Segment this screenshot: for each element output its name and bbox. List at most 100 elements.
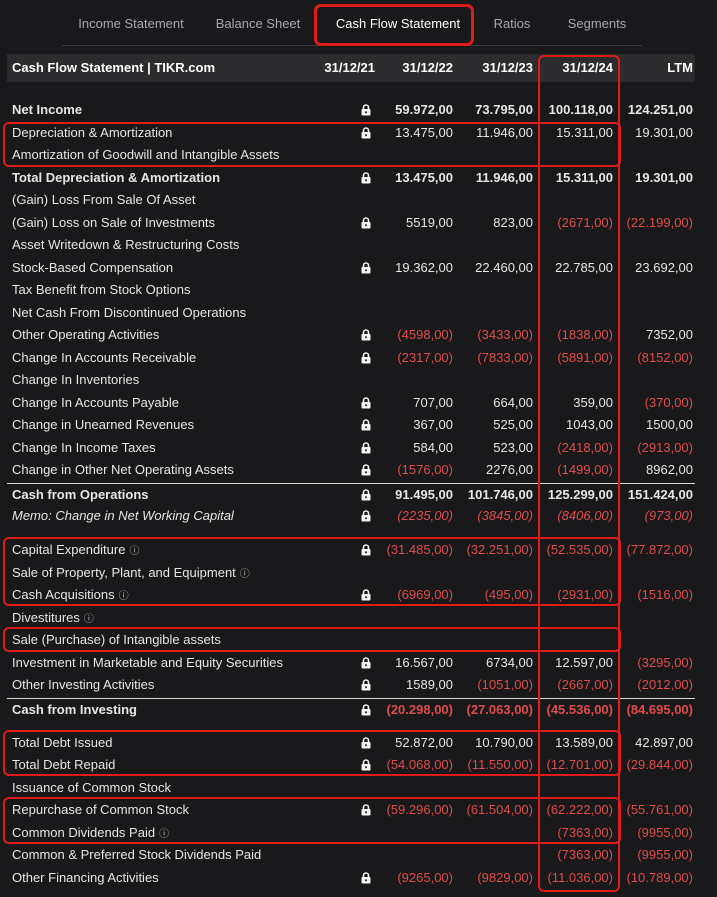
lock-icon[interactable] — [359, 122, 373, 144]
cell-2024 — [541, 189, 613, 211]
cell-2023: 823,00 — [493, 215, 533, 230]
lock-icon[interactable] — [359, 437, 373, 459]
table-row[interactable]: Change In Accounts Payable 707,00 664,00 35… — [7, 392, 695, 414]
table-row[interactable]: Cash Acquisitions ⓘ (6969,00) (495,00) (2931… — [7, 584, 695, 606]
cell-2023: (7833,00) — [477, 350, 533, 365]
row-label: Sale of Property, Plant, and Equipment ⓘ — [12, 562, 250, 584]
table-row[interactable]: Total Depreciation & Amortization 13.475,… — [7, 167, 695, 189]
row-label: Capital Expenditure ⓘ — [12, 539, 139, 561]
lock-icon[interactable] — [359, 99, 373, 121]
lock-icon[interactable] — [359, 867, 373, 889]
lock-icon[interactable] — [359, 414, 373, 436]
table-row[interactable]: Change In Income Taxes 584,00 523,00 (2418,… — [7, 437, 695, 459]
lock-icon[interactable] — [359, 799, 373, 821]
row-label: Change In Inventories — [12, 369, 139, 391]
row-label: Change In Accounts Payable — [12, 392, 179, 414]
lock-icon[interactable] — [359, 699, 373, 721]
column-header-2024[interactable]: 31/12/24 — [562, 60, 613, 75]
tab-balance-sheet[interactable]: Balance Sheet — [215, 16, 301, 31]
lock-icon[interactable] — [359, 652, 373, 674]
tab-segments[interactable]: Segments — [567, 16, 627, 31]
cell-2023: 101.746,00 — [467, 487, 533, 502]
table-row[interactable]: Depreciation & Amortization 13.475,00 11.9… — [7, 122, 695, 144]
info-icon[interactable]: ⓘ — [129, 546, 140, 557]
table-row[interactable]: Investment in Marketable and Equity Secu… — [7, 652, 695, 674]
column-header-2022[interactable]: 31/12/22 — [402, 60, 453, 75]
info-icon[interactable]: ⓘ — [118, 591, 129, 602]
lock-icon[interactable] — [359, 459, 373, 481]
column-header-2023[interactable]: 31/12/23 — [482, 60, 533, 75]
cell-2023: 664,00 — [493, 395, 533, 410]
row-label: Cash from Operations — [12, 484, 149, 506]
table-row[interactable]: Tax Benefit from Stock Options — [7, 279, 695, 301]
cell-2024: (7363,00) — [557, 825, 613, 840]
info-icon[interactable]: ⓘ — [159, 829, 170, 840]
table-row[interactable]: Memo: Change in Net Working Capital (2235… — [7, 505, 695, 527]
table-row[interactable]: Change In Inventories — [7, 369, 695, 391]
row-label: (Gain) Loss From Sale Of Asset — [12, 189, 196, 211]
table-row[interactable]: Stock-Based Compensation 19.362,00 22.460,… — [7, 257, 695, 279]
cell-ltm: 19.301,00 — [635, 125, 693, 140]
cell-2022: (2235,00) — [397, 508, 453, 523]
table-row[interactable]: Total Debt Issued 52.872,00 10.790,00 13.58… — [7, 732, 695, 754]
table-row[interactable]: Cash from Investing (20.298,00) (27.063,00… — [7, 698, 695, 721]
cell-ltm: (55.761,00) — [626, 802, 694, 817]
table-row[interactable]: Amortization of Goodwill and Intangible … — [7, 144, 695, 166]
row-label-text: Total Debt Repaid — [12, 757, 116, 772]
cell-2023: 525,00 — [493, 417, 533, 432]
cell-2022 — [383, 234, 453, 256]
lock-icon[interactable] — [359, 539, 373, 561]
cell-2022 — [383, 279, 453, 301]
table-row[interactable]: Issuance of Common Stock — [7, 777, 695, 799]
cell-2023 — [463, 629, 533, 651]
table-row[interactable]: Sale (Purchase) of Intangible assets — [7, 629, 695, 651]
active-tab-highlight — [314, 4, 474, 46]
table-row[interactable]: Net Income 59.972,00 73.795,00 100.118,00 12… — [7, 99, 695, 121]
table-row[interactable]: Divestitures ⓘ — [7, 607, 695, 629]
row-label-text: Other Financing Activities — [12, 870, 159, 885]
table-row[interactable]: Other Operating Activities (4598,00) (3433… — [7, 324, 695, 346]
cell-ltm: (77.872,00) — [626, 542, 694, 557]
lock-icon[interactable] — [359, 674, 373, 696]
cell-2023 — [463, 844, 533, 866]
table-row[interactable]: (Gain) Loss From Sale Of Asset — [7, 189, 695, 211]
lock-icon[interactable] — [359, 212, 373, 234]
lock-icon[interactable] — [359, 505, 373, 527]
table-row[interactable]: (Gain) Loss on Sale of Investments 5519,0… — [7, 212, 695, 234]
cell-ltm: (1516,00) — [637, 587, 693, 602]
column-header-2021[interactable]: 31/12/21 — [324, 60, 375, 75]
table-row[interactable]: Change In Accounts Receivable (2317,00) (7… — [7, 347, 695, 369]
tab-income-statement[interactable]: Income Statement — [78, 16, 184, 31]
table-row[interactable]: Total Debt Repaid (54.068,00) (11.550,00) (… — [7, 754, 695, 776]
table-row[interactable]: Net Cash From Discontinued Operations — [7, 302, 695, 324]
cell-2023 — [463, 302, 533, 324]
info-icon[interactable]: ⓘ — [239, 569, 250, 580]
table-row[interactable]: Other Financing Activities (9265,00) (9829… — [7, 867, 695, 889]
table-row[interactable]: Repurchase of Common Stock (59.296,00) (61… — [7, 799, 695, 821]
lock-icon[interactable] — [359, 347, 373, 369]
table-row[interactable]: Common & Preferred Stock Dividends Paid (… — [7, 844, 695, 866]
tab-ratios[interactable]: Ratios — [493, 16, 531, 31]
table-row[interactable]: Other Investing Activities 1589,00 (1051,0… — [7, 674, 695, 696]
lock-icon[interactable] — [359, 392, 373, 414]
table-row[interactable]: Cash from Operations 91.495,00 101.746,00 1… — [7, 483, 695, 506]
tab-cash-flow-statement[interactable]: Cash Flow Statement — [335, 16, 461, 31]
lock-icon[interactable] — [359, 584, 373, 606]
lock-icon[interactable] — [359, 257, 373, 279]
table-row[interactable]: Sale of Property, Plant, and Equipment ⓘ — [7, 562, 695, 584]
cell-2023 — [463, 279, 533, 301]
lock-icon[interactable] — [359, 484, 373, 506]
cell-ltm: (370,00) — [644, 395, 693, 410]
lock-icon[interactable] — [359, 754, 373, 776]
cell-2024: (2671,00) — [557, 215, 613, 230]
column-header-ltm[interactable]: LTM — [667, 60, 693, 75]
table-row[interactable]: Change in Unearned Revenues 367,00 525,00 1… — [7, 414, 695, 436]
lock-icon[interactable] — [359, 167, 373, 189]
lock-icon[interactable] — [359, 324, 373, 346]
lock-icon[interactable] — [359, 732, 373, 754]
table-row[interactable]: Asset Writedown & Restructuring Costs — [7, 234, 695, 256]
info-icon[interactable]: ⓘ — [83, 614, 94, 625]
table-row[interactable]: Change in Other Net Operating Assets (157… — [7, 459, 695, 481]
table-row[interactable]: Common Dividends Paid ⓘ (7363,00) (9955,00) — [7, 822, 695, 844]
table-row[interactable]: Capital Expenditure ⓘ (31.485,00) (32.251,0… — [7, 539, 695, 561]
